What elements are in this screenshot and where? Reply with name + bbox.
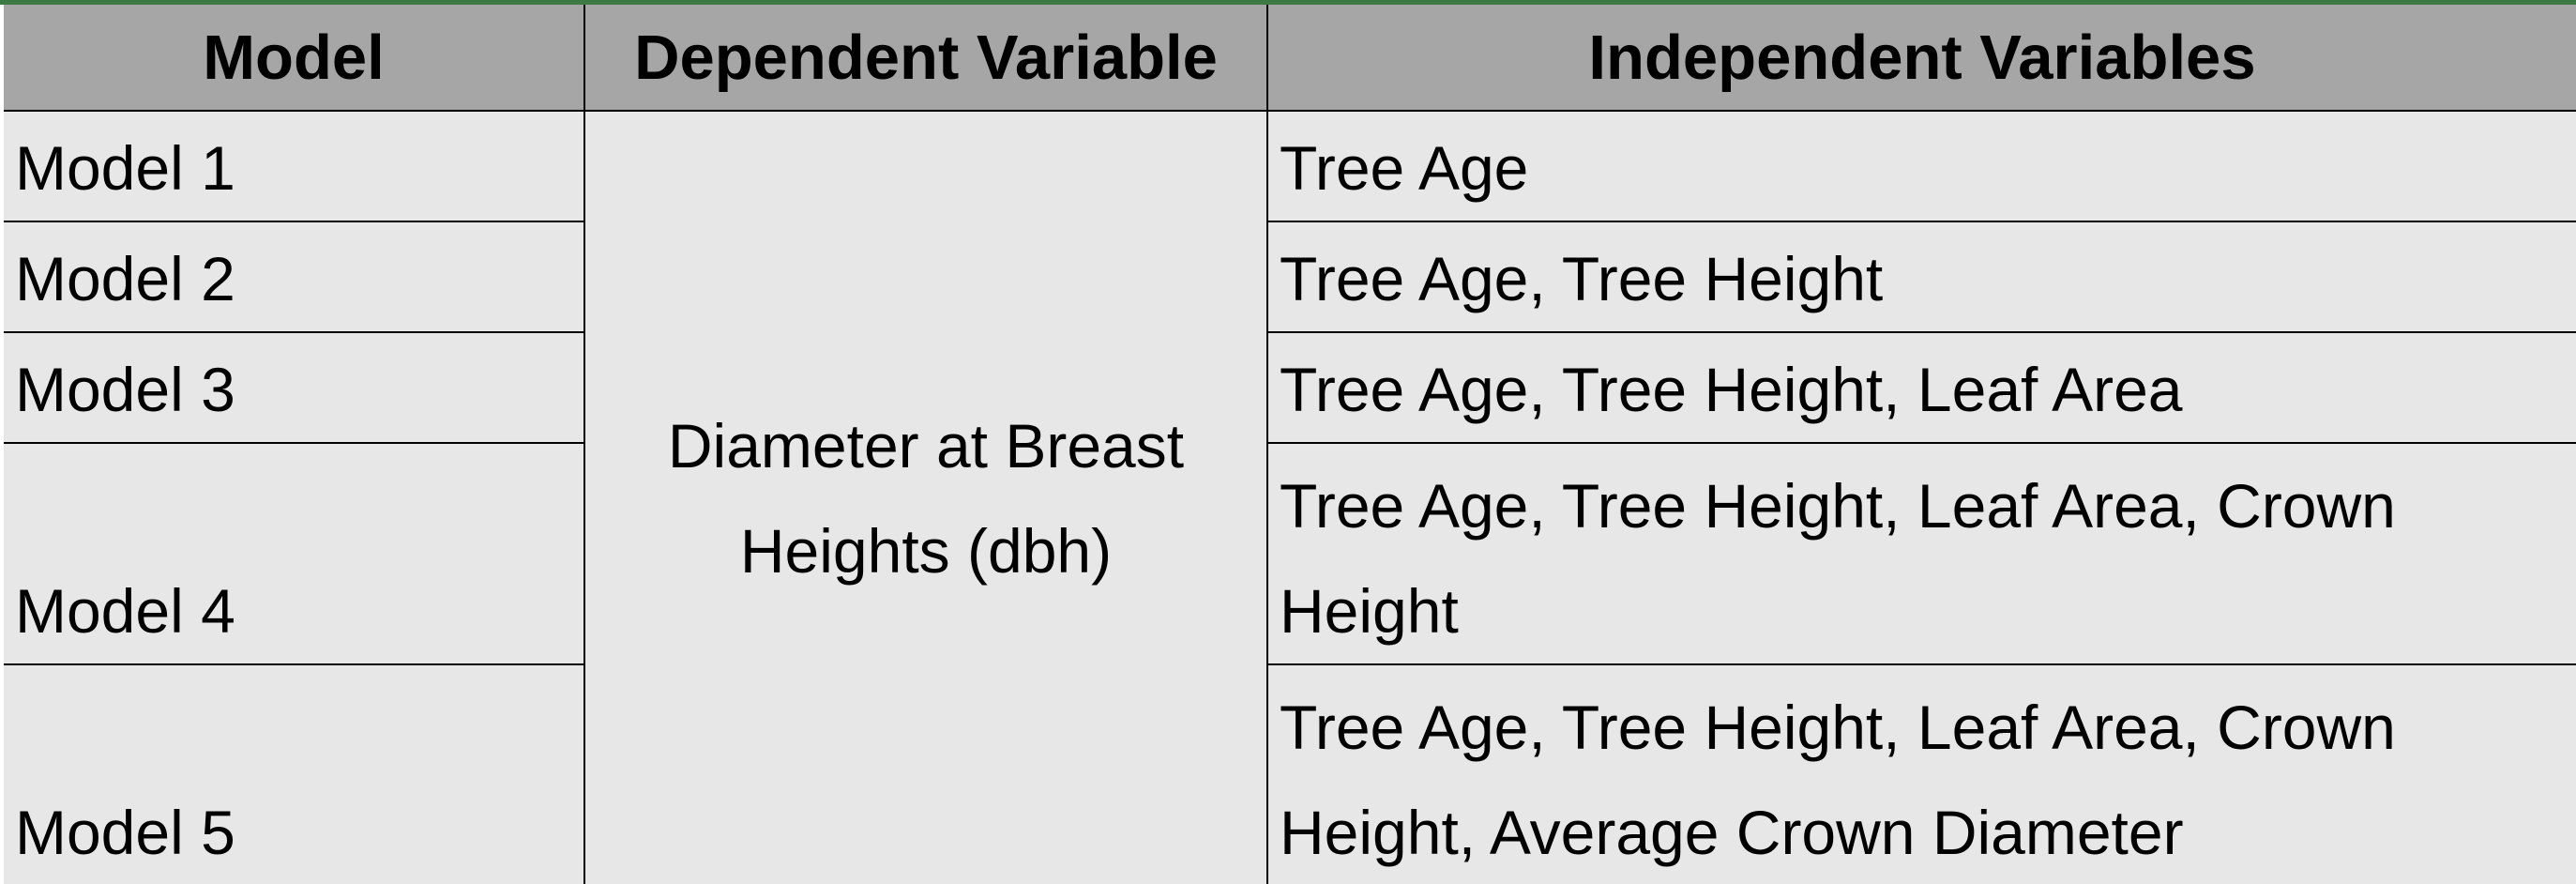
models-table: Model Dependent Variable Independent Var… — [4, 5, 2576, 884]
cell-model[interactable]: Model 1 — [4, 110, 585, 222]
cell-independent-variables[interactable]: Tree Age, Tree Height, Leaf Area — [1266, 331, 2576, 444]
header-independent-variables[interactable]: Independent Variables — [1266, 5, 2576, 112]
cell-model[interactable]: Model 5 — [4, 663, 585, 884]
cell-independent-variables[interactable]: Tree Age, Tree Height, Leaf Area, Crown … — [1266, 442, 2576, 665]
cell-model[interactable]: Model 4 — [4, 442, 585, 665]
table-row: Model 2 Tree Age, Tree Height — [4, 221, 2576, 333]
cell-model[interactable]: Model 2 — [4, 221, 585, 333]
cell-independent-variables[interactable]: Tree Age, Tree Height — [1266, 221, 2576, 333]
table-row: Model 1 Diameter at Breast Heights (dbh)… — [4, 110, 2576, 884]
header-row: Model Dependent Variable Independent Var… — [4, 5, 2576, 112]
top-accent-line — [0, 0, 2576, 5]
header-dependent-variable[interactable]: Dependent Variable — [583, 5, 1268, 112]
cell-independent-variables[interactable]: Tree Age, Tree Height, Leaf Area, Crown … — [1266, 663, 2576, 884]
table-row: Model 3 Tree Age, Tree Height, Leaf Area — [4, 331, 2576, 444]
cell-independent-variables[interactable]: Tree Age — [1266, 110, 2576, 222]
header-model[interactable]: Model — [4, 5, 585, 112]
cell-dependent-variable[interactable]: Diameter at Breast Heights (dbh) — [583, 110, 1268, 884]
cell-model[interactable]: Model 3 — [4, 331, 585, 444]
table-row: Model 5 Tree Age, Tree Height, Leaf Area… — [4, 663, 2576, 884]
table-row: Model 4 Tree Age, Tree Height, Leaf Area… — [4, 442, 2576, 665]
